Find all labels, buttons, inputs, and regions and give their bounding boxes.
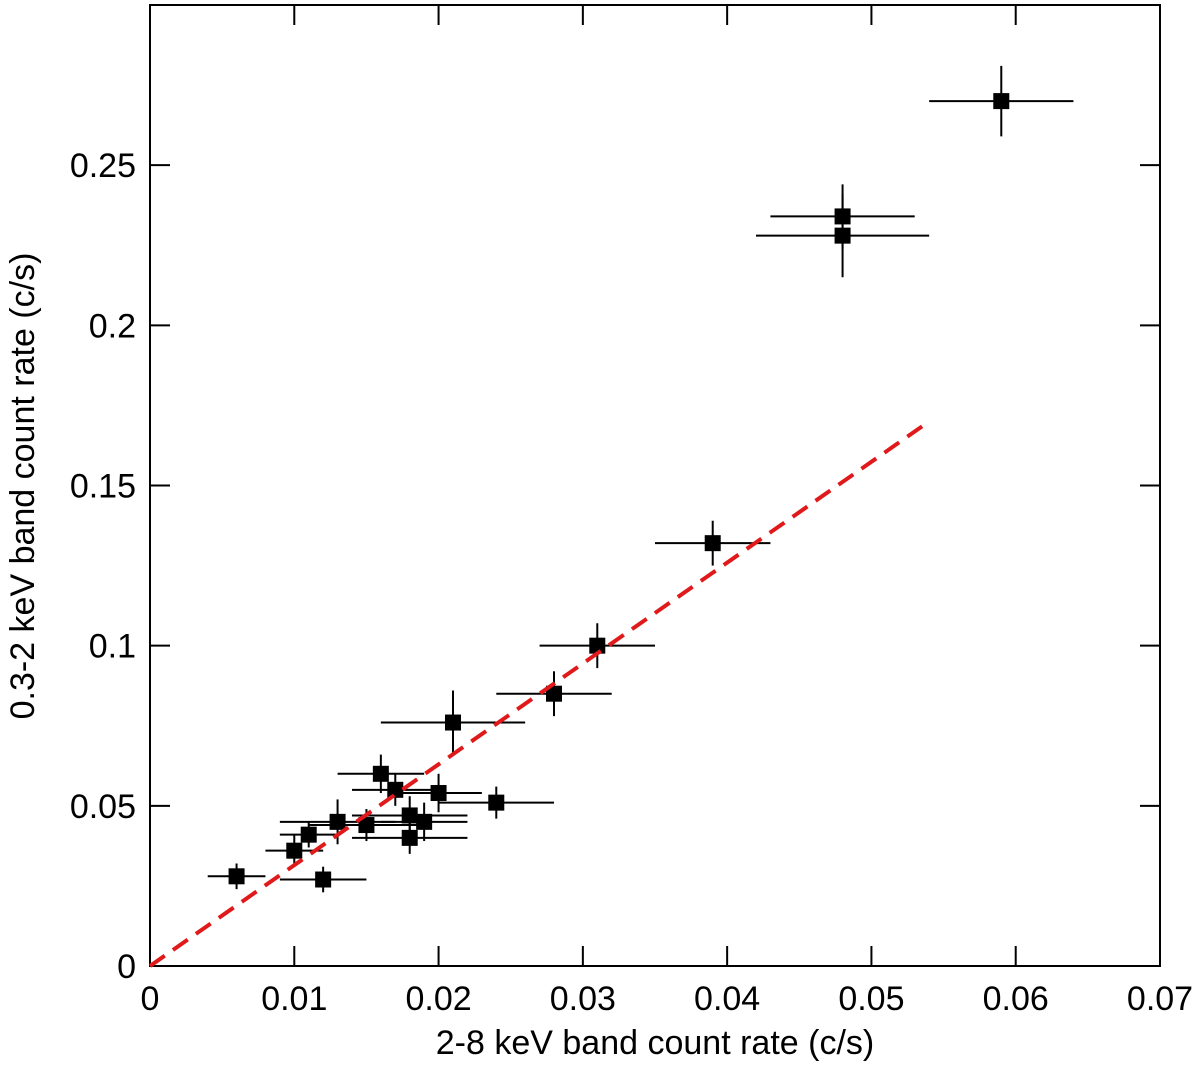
- point: [416, 813, 433, 830]
- x-axis-title: 2-8 keV band count rate (c/s): [436, 1024, 874, 1062]
- y-tick-label: 0.05: [70, 788, 136, 826]
- point: [387, 781, 404, 798]
- x-tick-label: 0.05: [838, 980, 904, 1018]
- point: [430, 785, 447, 802]
- y-axis-title: 0.3-2 keV band count rate (c/s): [4, 253, 42, 720]
- point: [704, 535, 721, 552]
- x-tick-label: 0.04: [694, 980, 760, 1018]
- y-tick-label: 0.2: [89, 307, 136, 345]
- x-tick-label: 0.06: [983, 980, 1049, 1018]
- point: [286, 842, 303, 859]
- point: [401, 807, 418, 824]
- point: [445, 714, 461, 731]
- point: [372, 765, 389, 782]
- x-tick-label: 0.03: [550, 980, 616, 1018]
- x-tick-label: 0.01: [261, 980, 327, 1018]
- fit-line: [148, 419, 931, 968]
- point: [300, 826, 317, 843]
- point: [401, 829, 418, 846]
- point: [834, 227, 851, 244]
- point: [228, 868, 245, 885]
- x-tick-label: 0.02: [405, 980, 471, 1018]
- y-tick-label: 0: [117, 948, 136, 986]
- y-tick-label: 0.15: [70, 468, 136, 506]
- y-tick-label: 0.25: [70, 147, 136, 185]
- point: [546, 685, 562, 702]
- point: [488, 794, 505, 811]
- y-tick-label: 0.1: [89, 628, 136, 666]
- x-tick-label: 0.07: [1127, 980, 1193, 1018]
- point: [315, 871, 332, 888]
- point: [993, 93, 1010, 110]
- point: [589, 637, 606, 654]
- point: [358, 817, 375, 834]
- point: [329, 813, 346, 830]
- x-tick-label: 0: [141, 980, 160, 1018]
